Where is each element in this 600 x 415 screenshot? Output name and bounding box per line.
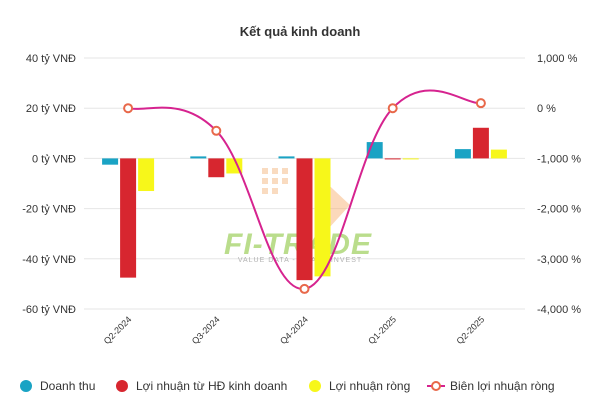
legend-label: Biên lợi nhuận ròng	[450, 379, 555, 393]
right-tick-label: 1,000 %	[537, 53, 578, 65]
right-tick-label: 0 %	[537, 103, 556, 115]
x-tick-label: Q2-2024	[102, 314, 134, 346]
left-axis-ticks: 40 tỷ VNĐ 20 tỷ VNĐ 0 tỷ VNĐ -20 tỷ VNĐ -40 …	[22, 53, 76, 316]
bar-lợi-nhuận-từ-hđ-kinh-doanh-q1-2025	[384, 158, 401, 160]
bar-lợi-nhuận-ròng-q4-2024	[314, 158, 331, 277]
left-tick-label: 0 tỷ VNĐ	[32, 153, 76, 165]
margin-line-series	[123, 89, 486, 294]
left-tick-label: -20 tỷ VNĐ	[22, 204, 76, 216]
x-tick-label: Q3-2024	[190, 314, 222, 346]
bar-doanh-thu-q3-2024	[190, 156, 207, 159]
margin-point-q2-2024	[123, 103, 134, 114]
left-tick-label: 40 tỷ VNĐ	[26, 53, 76, 65]
bar-lợi-nhuận-ròng-q2-2024	[138, 158, 155, 192]
bar-lợi-nhuận-ròng-q2-2025	[490, 149, 507, 159]
margin-point-q3-2024	[211, 125, 222, 136]
chart-title: Kết quả kinh doanh	[240, 24, 361, 39]
right-tick-label: -2,000 %	[537, 204, 581, 216]
margin-point-q1-2025	[387, 103, 398, 114]
left-tick-label: 20 tỷ VNĐ	[26, 103, 76, 115]
margin-point-q2-2025	[475, 98, 486, 109]
bar-lợi-nhuận-ròng-q1-2025	[402, 158, 419, 160]
bar-doanh-thu-q2-2025	[454, 149, 471, 159]
bar-doanh-thu-q4-2024	[278, 156, 295, 159]
legend-swatch	[309, 380, 321, 392]
x-tick-label: Q2-2025	[454, 314, 486, 346]
right-tick-label: -1,000 %	[537, 153, 581, 165]
legend-line-marker	[431, 381, 441, 391]
x-tick-label: Q4-2024	[278, 314, 310, 346]
margin-point-q4-2024	[299, 283, 310, 294]
legend-label: Lợi nhuận từ HĐ kinh doanh	[136, 379, 287, 393]
bar-lợi-nhuận-từ-hđ-kinh-doanh-q2-2024	[120, 158, 137, 278]
right-axis-ticks: 1,000 % 0 % -1,000 % -2,000 % -3,000 % -4,000…	[537, 53, 581, 316]
right-tick-label: -3,000 %	[537, 254, 581, 266]
left-tick-label: -40 tỷ VNĐ	[22, 254, 76, 266]
bar-series	[102, 127, 507, 281]
legend: Doanh thu Lợi nhuận từ HĐ kinh doanh Lợi n…	[20, 379, 555, 393]
right-tick-label: -4,000 %	[537, 304, 581, 316]
bar-doanh-thu-q2-2024	[102, 158, 119, 165]
x-tick-label: Q1-2025	[366, 314, 398, 346]
legend-swatch	[20, 380, 32, 392]
bar-lợi-nhuận-từ-hđ-kinh-doanh-q2-2025	[472, 127, 489, 159]
legend-label: Lợi nhuận ròng	[329, 379, 410, 393]
bar-lợi-nhuận-từ-hđ-kinh-doanh-q3-2024	[208, 158, 225, 178]
x-axis-ticks: Q2-2024 Q3-2024 Q4-2024 Q1-2025 Q2-2025	[102, 314, 487, 346]
legend-label: Doanh thu	[40, 379, 95, 393]
bar-lợi-nhuận-từ-hđ-kinh-doanh-q4-2024	[296, 158, 313, 281]
left-tick-label: -60 tỷ VNĐ	[22, 304, 76, 316]
legend-swatch	[116, 380, 128, 392]
